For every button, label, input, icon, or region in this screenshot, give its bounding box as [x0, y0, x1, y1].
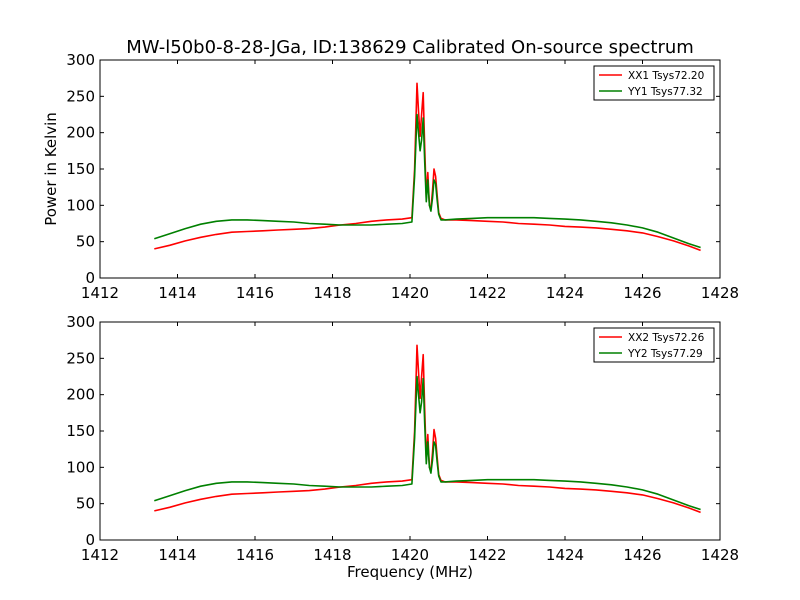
y-tick-label: 50 [76, 233, 95, 251]
subplot-2: 1412 1414 1416 1418 1420 1422 1424 1426 1428 0 50 1… [66, 313, 739, 581]
x-tick-label: 1422 [468, 284, 506, 302]
x-tick-label: 1424 [546, 546, 584, 564]
legend-label: YY2 Tsys77.29 [627, 348, 703, 360]
x-tick-label: 1414 [158, 284, 196, 302]
legend-box [593, 327, 715, 363]
y-axis-label: Power in Kelvin [42, 112, 60, 226]
series-line-2 [154, 113, 701, 249]
legend-box [593, 65, 715, 101]
y-tick-label: 0 [85, 531, 95, 549]
legend-label: XX2 Tsys72.26 [628, 332, 705, 344]
series-line-1 [154, 344, 701, 514]
x-tick-label: 1414 [158, 546, 196, 564]
series-line-1 [154, 82, 701, 252]
x-axis-label: Frequency (MHz) [347, 563, 473, 581]
y-tick-label: 150 [66, 422, 95, 440]
y-tick-label: 100 [66, 458, 95, 476]
y-tick-label: 200 [66, 386, 95, 404]
y-tick-label: 0 [85, 269, 95, 287]
x-tick-label: 1420 [391, 284, 429, 302]
y-tick-label: 250 [66, 87, 95, 105]
x-tick-label: 1426 [623, 284, 661, 302]
y-tick-label: 50 [76, 495, 95, 513]
x-tick-label: 1412 [81, 284, 119, 302]
x-tick-label: 1428 [701, 546, 739, 564]
x-tick-label: 1416 [236, 284, 274, 302]
y-tick-label: 200 [66, 124, 95, 142]
x-tick-label: 1424 [546, 284, 584, 302]
x-tick-label: 1412 [81, 546, 119, 564]
y-tick-label: 100 [66, 196, 95, 214]
x-tick-label: 1428 [701, 284, 739, 302]
x-tick-label: 1418 [313, 546, 351, 564]
x-tick-label: 1416 [236, 546, 274, 564]
x-tick-label: 1422 [468, 546, 506, 564]
y-tick-label: 250 [66, 349, 95, 367]
y-tick-label: 300 [66, 51, 95, 69]
x-tick-label: 1426 [623, 546, 661, 564]
series-line-2 [154, 375, 701, 511]
y-tick-label: 300 [66, 313, 95, 331]
x-tick-label: 1420 [391, 546, 429, 564]
legend: XX1 Tsys72.20 YY1 Tsys77.32 [593, 65, 715, 101]
subplot-1: 1412 1414 1416 1418 1420 1422 1424 1426 1428 0 50 1… [42, 51, 739, 302]
x-tick-label: 1418 [313, 284, 351, 302]
legend-label: YY1 Tsys77.32 [627, 86, 703, 98]
legend: XX2 Tsys72.26 YY2 Tsys77.29 [593, 327, 715, 363]
y-tick-label: 150 [66, 160, 95, 178]
figure-title: MW-l50b0-8-28-JGa, ID:138629 Calibrated … [126, 37, 694, 58]
legend-label: XX1 Tsys72.20 [628, 70, 704, 82]
